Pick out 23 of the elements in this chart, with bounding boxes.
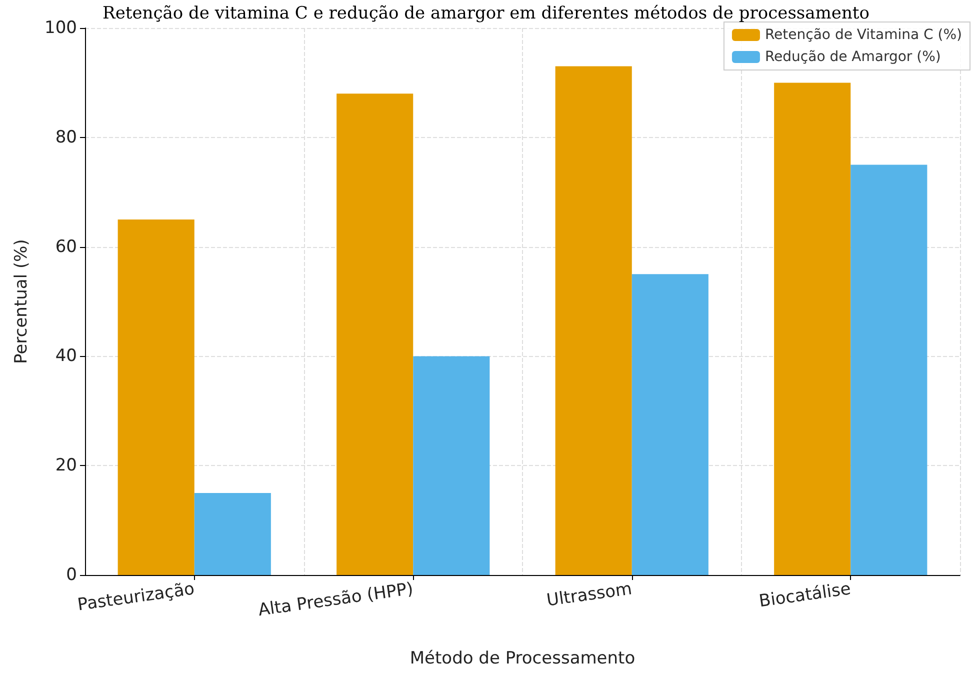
x-tick-label: Ultrassom — [545, 579, 634, 611]
y-tick-label: 100 — [44, 18, 77, 38]
y-axis-title: Percentual (%) — [12, 239, 32, 364]
bar — [555, 66, 632, 575]
bar — [774, 82, 851, 575]
y-tick-label: 60 — [55, 236, 77, 257]
x-tick-label: Biocatálise — [758, 579, 852, 612]
y-tick-label: 0 — [66, 565, 77, 585]
bar — [194, 492, 271, 575]
x-tick-label: Pasteurização — [76, 579, 196, 616]
bar — [413, 356, 490, 575]
bar — [336, 94, 414, 575]
y-tick-label: 40 — [55, 346, 77, 366]
legend-label: Redução de Amargor (%) — [764, 49, 941, 65]
bar — [118, 219, 194, 575]
bar — [632, 274, 708, 575]
y-tick-label: 80 — [55, 127, 77, 148]
bar — [850, 164, 928, 575]
legend-label: Retenção de Vitamina C (%) — [764, 27, 962, 43]
x-tick-label: Alta Pressão (HPP) — [257, 579, 415, 621]
x-axis-title: Método de Processamento — [410, 648, 636, 668]
y-tick-label: 20 — [55, 456, 77, 476]
chart-title: Retenção de vitamina C e redução de amargor em diferentes métodos de processamento — [102, 4, 870, 24]
